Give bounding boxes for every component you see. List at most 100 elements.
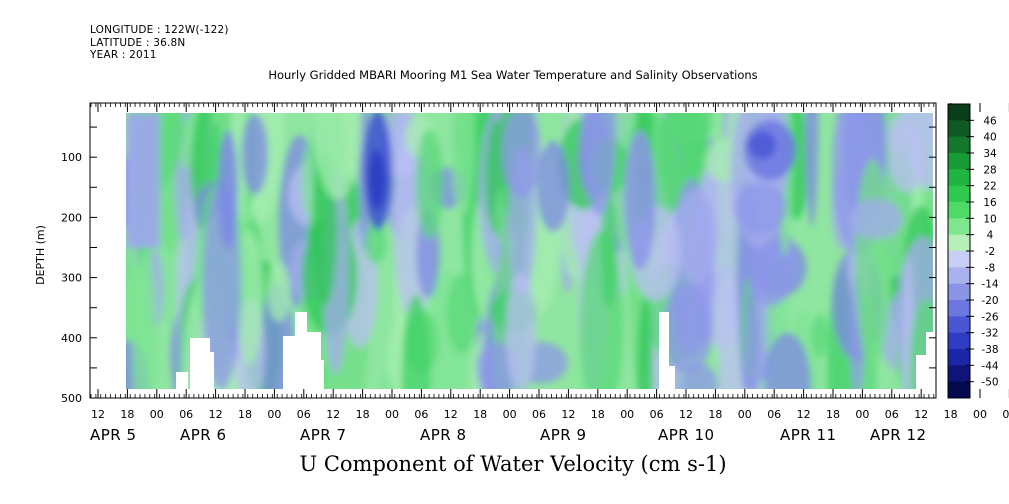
- x-day-label: APR 7: [300, 426, 347, 444]
- negative-patch: [734, 182, 787, 235]
- colorbar-swatch: [948, 136, 970, 154]
- x-hour-label: 00: [855, 408, 869, 421]
- x-hour-label: 06: [767, 408, 781, 421]
- y-tick-label: 400: [61, 332, 82, 345]
- x-hour-label: 06: [650, 408, 664, 421]
- missing-data-mask: [926, 332, 934, 389]
- colorbar-swatch: [948, 251, 970, 268]
- missing-data-mask: [283, 336, 297, 389]
- x-hour-label: 06: [1002, 408, 1009, 421]
- negative-core: [748, 131, 776, 159]
- y-tick-label: 500: [61, 392, 82, 405]
- x-hour-label: 00: [385, 408, 399, 421]
- colorbar-swatch: [948, 218, 970, 236]
- negative-patch: [805, 113, 819, 226]
- metadata-block: LONGITUDE : 122W(-122) LATITUDE : 36.8N …: [90, 24, 229, 62]
- positive-patch: [450, 113, 475, 215]
- plot-title: Hourly Gridded MBARI Mooring M1 Sea Wate…: [268, 68, 758, 82]
- positive-patch: [364, 222, 387, 264]
- positive-patch: [267, 262, 291, 322]
- negative-patch: [581, 113, 617, 216]
- missing-data-mask: [202, 352, 214, 390]
- colorbar-swatch: [948, 349, 970, 366]
- colorbar-swatch: [948, 267, 970, 285]
- x-hour-label: 00: [620, 408, 634, 421]
- x-hour-label: 06: [532, 408, 546, 421]
- x-hour-label: 18: [826, 408, 840, 421]
- x-hour-label: 12: [679, 408, 693, 421]
- missing-data-mask: [916, 355, 928, 389]
- x-hour-label: 00: [267, 408, 281, 421]
- positive-patch: [811, 313, 828, 358]
- latitude-text: LATITUDE : 36.8N: [90, 36, 186, 49]
- colorbar-label: -8: [985, 262, 995, 274]
- negative-patch: [744, 274, 761, 389]
- colorbar-label: 34: [983, 148, 997, 160]
- x-day-label: APR 9: [540, 426, 587, 444]
- positive-patch: [415, 128, 443, 240]
- colorbar-label: -26: [981, 311, 998, 323]
- colorbar-swatch: [948, 365, 970, 383]
- negative-strip: [126, 113, 160, 248]
- missing-data-mask: [669, 366, 675, 389]
- colorbar-swatch: [948, 120, 970, 138]
- colorbar-label: -38: [981, 344, 998, 356]
- x-day-label: APR 8: [420, 426, 467, 444]
- x-day-label: APR 5: [90, 426, 137, 444]
- negative-core: [624, 130, 656, 270]
- x-day-label: APR 10: [658, 426, 715, 444]
- x-day-label: APR 6: [180, 426, 227, 444]
- positive-patch: [401, 294, 431, 389]
- x-hour-label: 18: [708, 408, 722, 421]
- colorbar-label: -20: [981, 295, 998, 307]
- colorbar-swatch: [948, 300, 970, 317]
- missing-data-mask: [176, 372, 188, 389]
- negative-patch: [505, 272, 537, 389]
- y-tick-label: 100: [61, 151, 82, 164]
- x-hour-label: 06: [885, 408, 899, 421]
- x-hour-label: 00: [973, 408, 987, 421]
- x-hour-label: 06: [297, 408, 311, 421]
- x-hour-label: 18: [120, 408, 134, 421]
- colorbar-label: -2: [985, 246, 995, 258]
- x-hour-label: 06: [179, 408, 193, 421]
- colorbar: 46 40 34 28 22 16 10 4 -2 -8 -14 -20 -26 -32 -38 -44 -50: [947, 103, 999, 399]
- colorbar-label: 46: [983, 115, 997, 127]
- y-axis-label: DEPTH (m): [34, 225, 47, 285]
- x-hour-label: 00: [738, 408, 752, 421]
- x-hour-label: 00: [150, 408, 164, 421]
- colorbar-swatch: [948, 283, 970, 301]
- colorbar-label: -44: [981, 360, 998, 372]
- longitude-text: LONGITUDE : 122W(-122): [90, 24, 229, 36]
- colorbar-label: 10: [983, 213, 996, 225]
- missing-data-masks: [176, 312, 934, 390]
- x-day-label: APR 12: [870, 426, 927, 444]
- negative-patch: [501, 113, 542, 198]
- colorbar-swatch: [948, 316, 970, 334]
- positive-patch: [313, 113, 362, 201]
- colorbar-label: 22: [983, 181, 996, 193]
- positive-patch: [854, 159, 891, 368]
- x-hour-label: 12: [91, 408, 105, 421]
- x-hour-label: 18: [238, 408, 252, 421]
- missing-data-mask: [295, 312, 307, 389]
- colorbar-swatch: [948, 185, 970, 203]
- positive-patch: [637, 295, 654, 389]
- colorbar-swatch: [948, 169, 970, 187]
- positive-patch: [662, 113, 714, 144]
- x-hour-label: 12: [326, 408, 340, 421]
- x-hour-label: 18: [591, 408, 605, 421]
- x-hour-label: 18: [944, 408, 958, 421]
- y-tick-label: 200: [61, 211, 82, 224]
- negative-patch: [763, 332, 811, 389]
- negative-patch: [673, 188, 718, 285]
- year-text: YEAR : 2011: [90, 49, 157, 61]
- positive-patch: [131, 253, 158, 389]
- colorbar-label: 40: [983, 132, 996, 144]
- x-hour-label: 12: [444, 408, 458, 421]
- colorbar-swatch: [948, 153, 970, 170]
- colorbar-label: -50: [981, 377, 998, 389]
- x-hour-label: 12: [561, 408, 575, 421]
- negative-patch: [662, 284, 714, 374]
